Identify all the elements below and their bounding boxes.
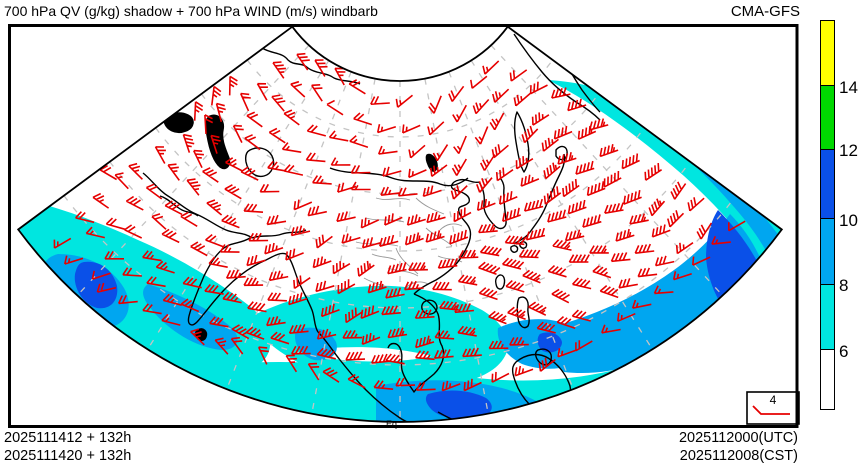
- colorbar-segment: [820, 283, 835, 351]
- model-label: CMA-GFS: [730, 3, 800, 20]
- colorbar-tick: 6: [839, 341, 849, 361]
- colorbar-tick: 10: [839, 210, 858, 230]
- qv-shading-region: [537, 332, 562, 353]
- colorbar-segment: [820, 218, 835, 286]
- qv-shading-region: [425, 390, 492, 420]
- graticule: [63, 44, 737, 422]
- windbarbs: [53, 52, 746, 392]
- map-frame: [8, 24, 799, 428]
- colorbar-tick: 12: [839, 141, 858, 161]
- qv-shading-region: [74, 261, 118, 309]
- valid-time-utc: 2025112000(UTC): [678, 430, 798, 446]
- init-time-cst: 2025111420 + 132h: [4, 448, 132, 464]
- footer-valid-times: 2025112000(UTC) 2025112008(CST): [679, 429, 798, 465]
- colorbar-tick: 8: [839, 276, 849, 296]
- colorbar-segment: [820, 85, 835, 151]
- footer-init-times: 2025111412 + 132h 2025111420 + 132h: [4, 429, 131, 465]
- valid-time-cst: 2025112008(CST): [679, 448, 798, 464]
- windbarb-field: [53, 52, 746, 392]
- colorbar-segment: [820, 349, 835, 410]
- qv-shading-region: [558, 398, 602, 416]
- colorbar-tick: 14: [839, 78, 858, 97]
- chart-title: 700 hPa QV (g/kg) shadow + 700 hPa WIND …: [4, 3, 378, 19]
- colorbar-segment: [820, 148, 835, 220]
- map-domain-outline: [16, 25, 784, 423]
- colorbar-segment: [820, 20, 835, 87]
- map-clipped-layers: [18, 33, 782, 422]
- equator-label: Eq: [386, 419, 397, 429]
- barb-legend: 4: [746, 391, 800, 425]
- map-graphics: [16, 25, 784, 423]
- barb-legend-value: 4: [770, 393, 777, 407]
- init-time-utc: 2025111412 + 132h: [4, 430, 132, 446]
- barb-legend-symbol: [752, 405, 790, 415]
